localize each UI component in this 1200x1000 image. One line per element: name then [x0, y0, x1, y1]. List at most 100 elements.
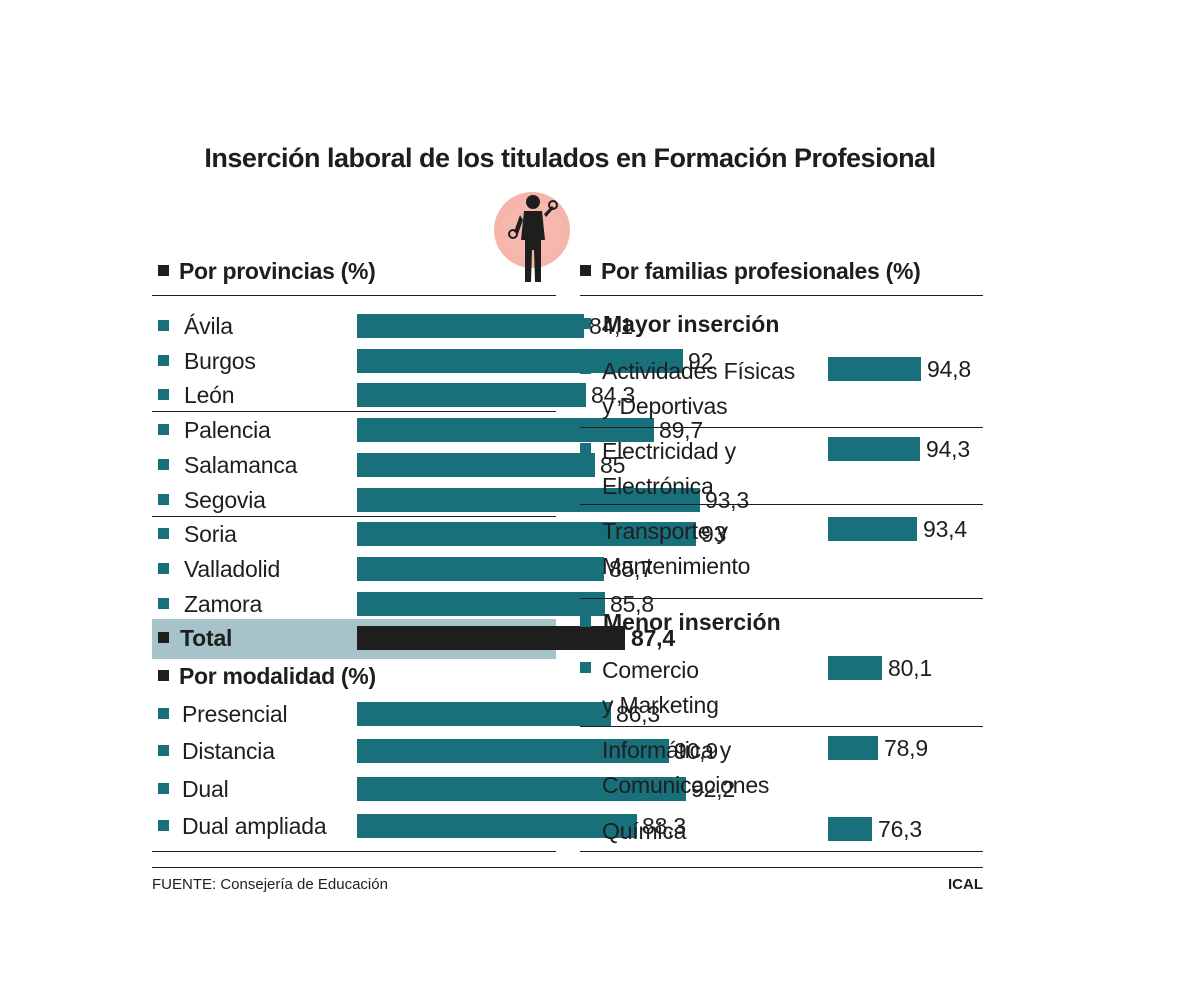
bar [828, 817, 872, 841]
subheading-square-icon [580, 616, 591, 627]
provinces-heading-label: Por provincias (%) [179, 258, 376, 284]
bar-label-line: Transporte y [602, 518, 728, 544]
bar-value: 85,8 [610, 590, 654, 617]
total-label: Total [180, 625, 233, 651]
bar [357, 487, 700, 512]
bar-label-line: y Deportivas [602, 393, 728, 419]
bar-label-line: Electrónica [602, 473, 714, 499]
familias-divider-4 [580, 726, 983, 727]
bar-label: Electricidad y Electrónica [602, 434, 832, 504]
bar-value: 90,9 [674, 738, 718, 765]
modalidad-bottom-rule [152, 851, 556, 852]
bar-label-line: Actividades Físicas [602, 358, 796, 384]
bar-label: Química [602, 814, 832, 849]
bar-value: 78,9 [884, 735, 928, 761]
bar-label: Ávila [184, 313, 233, 339]
bullet-square-icon [580, 363, 591, 374]
bar-label: Dual [182, 775, 229, 802]
bullet-square-icon [158, 708, 169, 719]
modalidad-heading: Por modalidad (%) [158, 663, 376, 690]
familias-divider-3 [580, 598, 983, 599]
provinces-top-rule [152, 295, 556, 296]
familias-heading-label: Por familias profesionales (%) [601, 258, 921, 284]
mayor-insercion-heading: Mayor inserción [580, 311, 779, 338]
bullet-square-icon [158, 562, 169, 574]
bar-label: Actividades Físicas y Deportivas [602, 354, 832, 424]
bar-label: Transporte y Mantenimiento [602, 514, 832, 584]
heading-square-icon [158, 265, 169, 276]
total-bar [357, 626, 625, 650]
bullet-square-icon [158, 745, 169, 757]
bar-value: 93,3 [705, 486, 749, 513]
bar-value: 85 [600, 451, 626, 478]
bar [357, 702, 611, 726]
heading-square-icon [580, 265, 591, 276]
bar [828, 357, 921, 381]
bar [357, 739, 669, 764]
bullet-square-icon [580, 742, 591, 753]
familias-divider-1 [580, 427, 983, 428]
bar-value: 89,7 [659, 417, 703, 444]
total-value: 87,4 [631, 625, 675, 651]
familias-bottom-rule [580, 851, 983, 852]
bar-value: 76,3 [878, 816, 922, 842]
bar [828, 437, 920, 461]
worker-icon [494, 192, 570, 282]
bar-value: 84,3 [591, 382, 635, 409]
bar-label: Zamora [184, 590, 263, 617]
bar-value: 94,8 [927, 356, 971, 382]
bar [357, 383, 586, 408]
bar [828, 656, 882, 680]
bar-label-line: Comunicaciones [602, 772, 770, 798]
bar-value: 85,7 [609, 555, 653, 582]
bar [357, 314, 584, 338]
bar-label: Informática y Comunicaciones [602, 733, 832, 803]
bar-label-line: y Marketing [602, 692, 719, 718]
bar-value: 93,4 [923, 516, 967, 542]
modalidad-heading-label: Por modalidad (%) [179, 663, 376, 689]
bar [357, 348, 683, 373]
bullet-square-icon [580, 443, 591, 454]
heading-square-icon [158, 670, 169, 681]
bar-label-line: Electricidad y [602, 438, 736, 464]
bar-label: Palencia [184, 417, 271, 444]
bullet-square-icon [158, 819, 169, 831]
bar-label: León [184, 382, 235, 409]
bar-value: 94,3 [926, 436, 970, 462]
familias-heading: Por familias profesionales (%) [580, 258, 921, 285]
bar-label-line: Mantenimiento [602, 553, 751, 579]
bar [357, 556, 604, 581]
bar-label: Dual ampliada [182, 812, 327, 839]
footer-brand: ICAL [948, 876, 983, 893]
bar-value: 88,3 [642, 812, 686, 839]
bullet-square-icon [580, 662, 591, 673]
bullet-square-icon [580, 523, 591, 534]
bullet-square-icon [158, 389, 169, 401]
bar-label: Burgos [184, 347, 256, 374]
bullet-square-icon [580, 823, 591, 834]
bar-label: Presencial [182, 701, 288, 727]
bar [828, 517, 917, 541]
bar-label-line: Química [602, 818, 687, 844]
bullet-square-icon [158, 320, 169, 331]
bullet-square-icon [158, 354, 169, 366]
chart-title: Inserción laboral de los titulados en Fo… [204, 143, 936, 173]
bar-label: Valladolid [184, 555, 281, 582]
bar-value: 86,3 [616, 701, 660, 727]
bar [357, 591, 605, 616]
bar-value: 92 [688, 347, 714, 374]
bar-value: 93 [701, 521, 727, 548]
bar-value: 80,1 [888, 655, 932, 681]
provinces-divider-1 [152, 411, 556, 412]
familias-top-rule [580, 295, 983, 296]
bullet-square-icon [158, 782, 169, 794]
bar-label: Salamanca [184, 451, 298, 478]
bar-label: Soria [184, 521, 237, 548]
menor-insercion-label: Menor inserción [603, 609, 781, 635]
bar-label-line: Informática y [602, 737, 732, 763]
bar [357, 776, 686, 801]
bar [357, 813, 637, 838]
subheading-square-icon [580, 318, 591, 329]
bullet-square-icon [158, 458, 169, 470]
bar [357, 452, 595, 477]
